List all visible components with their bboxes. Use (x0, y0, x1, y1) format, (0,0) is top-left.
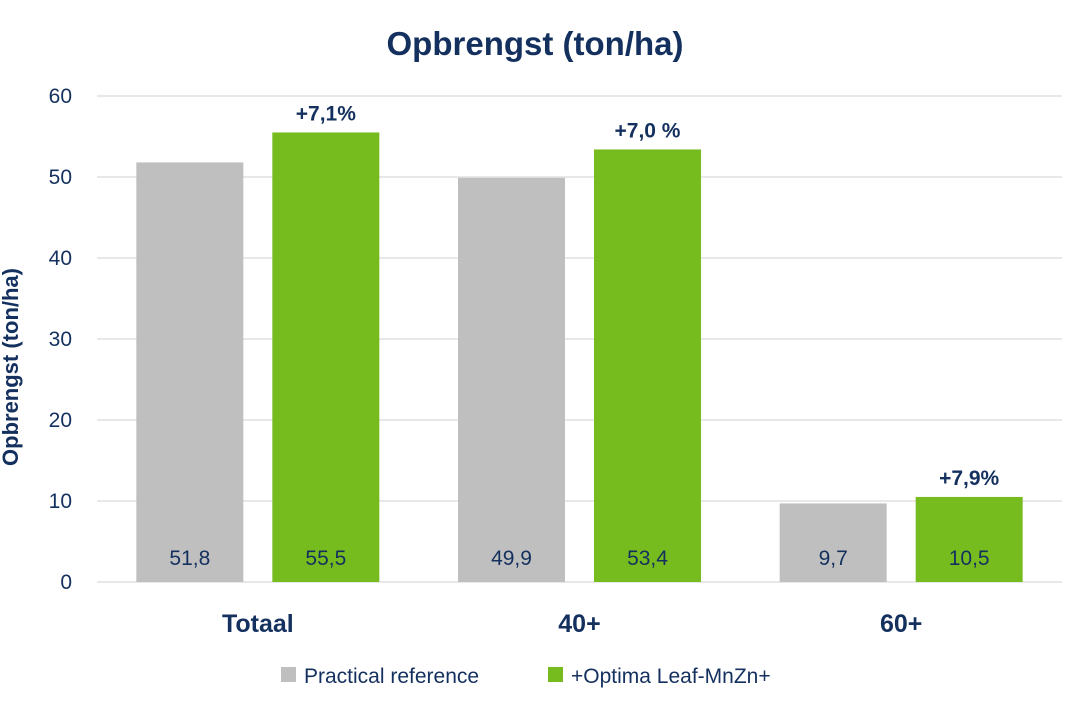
bars (136, 132, 1023, 583)
y-tick-label: 0 (60, 571, 72, 594)
bar-reference-3 (779, 503, 887, 582)
value-labels: 51,8 55,5 49,9 53,4 9,7 10,5 (169, 547, 989, 570)
category-label: 40+ (558, 610, 600, 638)
bar-reference-1 (136, 162, 244, 583)
gridlines (97, 95, 1062, 583)
bar-optima-3 (915, 496, 1023, 582)
category-labels: Totaal 40+ 60+ (222, 610, 922, 638)
percent-increase-label: +7,1% (296, 102, 356, 125)
category-label: Totaal (222, 610, 294, 638)
y-axis-ticks: 0 10 20 30 40 50 60 (49, 85, 72, 594)
y-tick-label: 40 (49, 247, 72, 270)
y-tick-label: 20 (49, 409, 72, 432)
bar-value-label: 53,4 (627, 547, 668, 570)
bar-value-label: 51,8 (169, 547, 210, 570)
chart-title: Opbrengst (ton/ha) (387, 25, 684, 62)
percent-increase-label: +7,0 % (615, 119, 681, 142)
legend-label: Practical reference (304, 665, 479, 688)
bar-value-label: 9,7 (819, 547, 848, 570)
y-tick-label: 30 (49, 328, 72, 351)
bar-value-label: 55,5 (305, 547, 346, 570)
bar-optima-1 (272, 132, 380, 582)
bar-optima-2 (594, 149, 701, 582)
bar-value-label: 49,9 (491, 547, 532, 570)
category-label: 60+ (880, 610, 922, 638)
legend-swatch (281, 667, 296, 682)
y-axis-label: Opbrengst (ton/ha) (0, 268, 23, 466)
percent-annotations: +7,1% +7,0 % +7,9% (296, 102, 1000, 490)
percent-increase-label: +7,9% (939, 467, 999, 490)
legend-label: +Optima Leaf-MnZn+ (571, 665, 771, 688)
y-tick-label: 50 (49, 166, 72, 189)
bar-value-label: 10,5 (949, 547, 990, 570)
y-tick-label: 60 (49, 85, 72, 108)
legend-swatch (548, 667, 563, 682)
y-tick-label: 10 (49, 490, 72, 513)
bar-reference-2 (458, 177, 565, 582)
legend: Practical reference +Optima Leaf-MnZn+ (281, 665, 771, 688)
